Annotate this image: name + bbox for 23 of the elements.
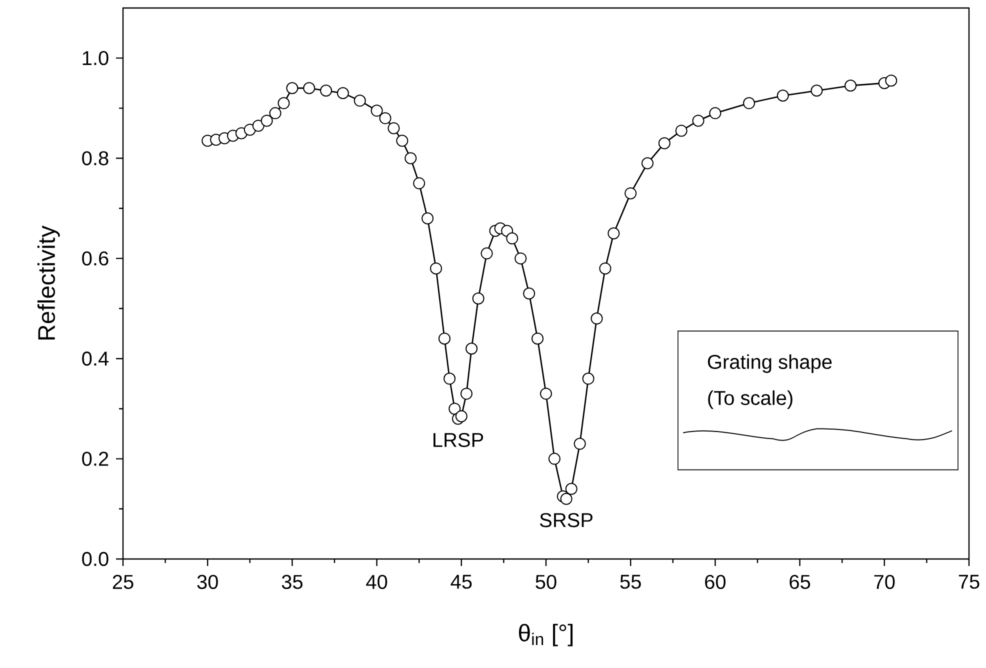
- y-tick-label: 1.0: [82, 51, 108, 66]
- annotation: SRSP: [540, 513, 592, 528]
- y-tick-label: 0.4: [82, 352, 109, 366]
- y-axis-title: Reflectivity: [37, 226, 60, 340]
- x-tick-label: 75: [958, 574, 980, 589]
- x-tick-label: 70: [874, 574, 895, 590]
- x-tick-label: 35: [282, 574, 302, 590]
- annotation: LRSP: [434, 432, 484, 448]
- x-axis-title: θ$_{in}$ [°]: [518, 624, 573, 646]
- annotation: (To scale): [708, 390, 792, 410]
- x-tick-label: 60: [705, 574, 726, 590]
- x-tick-label: 30: [197, 574, 218, 590]
- y-tick-label: 0.2: [82, 452, 108, 466]
- annotation: Grating shape: [708, 354, 832, 373]
- y-tick-label: 0.8: [82, 151, 108, 166]
- x-tick-label: 65: [790, 574, 810, 590]
- y-tick-label: 0.0: [82, 552, 108, 566]
- y-tick-label: 0.6: [82, 251, 108, 266]
- x-tick-label: 25: [112, 574, 134, 590]
- x-tick-label: 50: [536, 574, 556, 590]
- x-tick-label: 45: [450, 574, 472, 589]
- x-tick-label: 40: [366, 574, 388, 590]
- x-tick-label: 55: [620, 574, 641, 589]
